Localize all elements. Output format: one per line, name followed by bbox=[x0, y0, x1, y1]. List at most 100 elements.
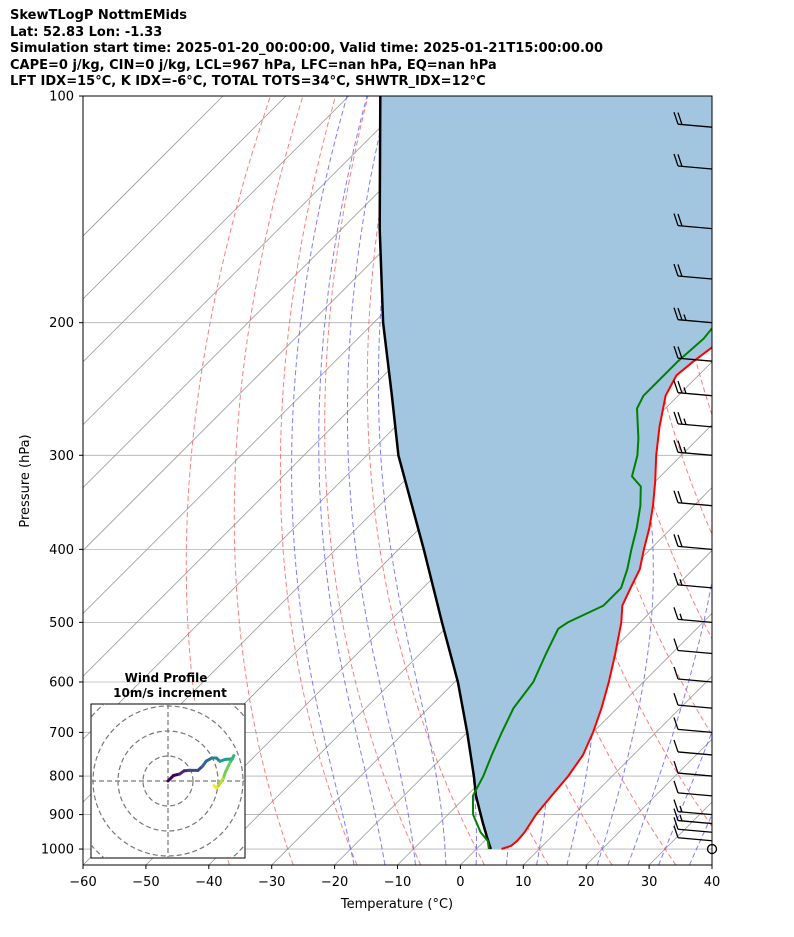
wind-barb-feather bbox=[673, 490, 679, 503]
moist-adiabat-line bbox=[720, 96, 794, 865]
y-tick-label: 100 bbox=[49, 90, 74, 105]
wind-barb bbox=[673, 153, 713, 170]
wind-barb-staff bbox=[677, 502, 713, 507]
wind-barb bbox=[673, 534, 713, 551]
wind-barb-staff bbox=[677, 837, 713, 842]
wind-barb-staff bbox=[677, 828, 713, 833]
wind-barb-staff bbox=[677, 618, 713, 624]
wind-barb bbox=[673, 760, 713, 777]
wind-barb-staff bbox=[677, 678, 713, 683]
wind-barb-staff bbox=[677, 451, 713, 456]
wind-barb-staff bbox=[677, 792, 713, 797]
x-tick-label: −40 bbox=[195, 875, 222, 890]
wind-barb bbox=[673, 638, 713, 655]
hodograph-ring bbox=[142, 755, 194, 807]
wind-barb-feather bbox=[673, 799, 679, 812]
y-tick-label: 500 bbox=[49, 616, 74, 631]
moist-adiabat-line bbox=[347, 96, 416, 865]
x-tick-label: 30 bbox=[641, 875, 658, 890]
wind-barb-staff bbox=[677, 224, 713, 230]
wind-barb bbox=[673, 808, 713, 825]
wind-barb-staff bbox=[677, 584, 713, 589]
wind-barb-half-feather bbox=[683, 418, 687, 425]
temperature-profile-line bbox=[501, 346, 712, 850]
isotherm-line bbox=[83, 96, 412, 426]
isotherm-line bbox=[83, 96, 287, 300]
dry-adiabat-line bbox=[324, 96, 422, 865]
isotherm-line bbox=[83, 96, 350, 363]
x-tick-label: 20 bbox=[578, 875, 595, 890]
wind-barb-feather bbox=[677, 412, 683, 425]
wind-barb-feather bbox=[673, 111, 679, 125]
wind-barb-feather bbox=[673, 808, 679, 821]
y-tick-label: 800 bbox=[49, 770, 74, 785]
wind-barb-feather bbox=[673, 666, 679, 680]
location-line: Lat: 52.83 Lon: -1.33 bbox=[10, 24, 163, 40]
dry-adiabat-line bbox=[366, 96, 485, 865]
x-tick-label: −30 bbox=[258, 875, 285, 890]
x-tick-label: −10 bbox=[384, 875, 411, 890]
wind-barb-feather bbox=[673, 638, 679, 651]
wind-barb-staff bbox=[677, 751, 713, 756]
x-tick-label: 0 bbox=[456, 875, 464, 890]
y-tick-label: 900 bbox=[49, 808, 74, 823]
wind-barb-feather bbox=[673, 346, 679, 359]
isotherm-line bbox=[83, 96, 224, 237]
wind-barb-staff bbox=[677, 649, 713, 655]
wind-barb bbox=[673, 780, 713, 797]
wind-barb-half-feather bbox=[679, 805, 683, 813]
wind-barb bbox=[673, 490, 713, 507]
y-tick-label: 700 bbox=[49, 726, 74, 741]
cin-fill-layer bbox=[379, 96, 712, 849]
wind-barb bbox=[673, 346, 713, 362]
isotherm-line bbox=[711, 864, 712, 865]
hodograph-subtitle: 10m/s increment bbox=[113, 686, 227, 700]
wind-barb-staff bbox=[677, 545, 713, 551]
x-axis-label: Temperature (°C) bbox=[340, 897, 453, 912]
wind-barb-feather bbox=[677, 154, 683, 167]
dewpoint-profile-line bbox=[471, 326, 712, 850]
wind-barb bbox=[673, 825, 713, 842]
wind-barb-staff bbox=[677, 357, 713, 362]
dry-adiabat-line bbox=[185, 96, 271, 865]
wind-barb bbox=[673, 692, 713, 709]
dry-adiabat-line bbox=[759, 96, 794, 865]
wind-barb-staff bbox=[677, 275, 713, 280]
indices-line-1: CAPE=0 j/kg, CIN=0 j/kg, LCL=967 hPa, LF… bbox=[10, 57, 497, 73]
wind-barb-feather bbox=[673, 780, 679, 794]
y-tick-label: 400 bbox=[49, 543, 74, 558]
wind-barb-feather bbox=[673, 307, 679, 320]
wind-barb-staff bbox=[677, 704, 713, 709]
wind-barb-staff bbox=[677, 319, 713, 324]
wind-barb-feather bbox=[677, 346, 683, 359]
wind-barb-feather bbox=[673, 411, 679, 425]
wind-barb-staff bbox=[677, 728, 713, 734]
y-axis-label: Pressure (hPa) bbox=[18, 434, 33, 527]
isotherm-line bbox=[83, 96, 475, 489]
wind-barb-feather bbox=[677, 380, 683, 394]
hodograph-segment bbox=[224, 761, 232, 774]
wind-barb-feather bbox=[677, 490, 683, 504]
wind-barb-feather bbox=[673, 213, 679, 226]
wind-barb bbox=[673, 440, 713, 456]
wind-barb-half-feather bbox=[683, 387, 687, 394]
wind-barb-half-feather bbox=[679, 613, 683, 620]
wind-barb-feather bbox=[673, 692, 679, 706]
wind-barb-feather bbox=[673, 760, 679, 774]
wind-barb-feather bbox=[673, 607, 679, 620]
wind-barb bbox=[673, 799, 713, 816]
wind-barb-staff bbox=[677, 392, 713, 397]
wind-barb bbox=[673, 666, 713, 683]
hodograph-inset: Wind Profile 10m/s increment bbox=[90, 671, 246, 859]
wind-barb bbox=[673, 213, 713, 230]
y-tick-label: 300 bbox=[49, 449, 74, 464]
hodograph-trace bbox=[166, 754, 236, 790]
chart-title: SkewTLogP NottmEMids bbox=[10, 8, 188, 23]
x-tick-label: 10 bbox=[515, 875, 532, 890]
wind-barb-layer bbox=[673, 111, 718, 855]
wind-barb bbox=[673, 817, 713, 833]
wind-barb bbox=[673, 263, 713, 280]
wind-barb bbox=[673, 380, 713, 397]
wind-barb-feather bbox=[677, 440, 683, 453]
